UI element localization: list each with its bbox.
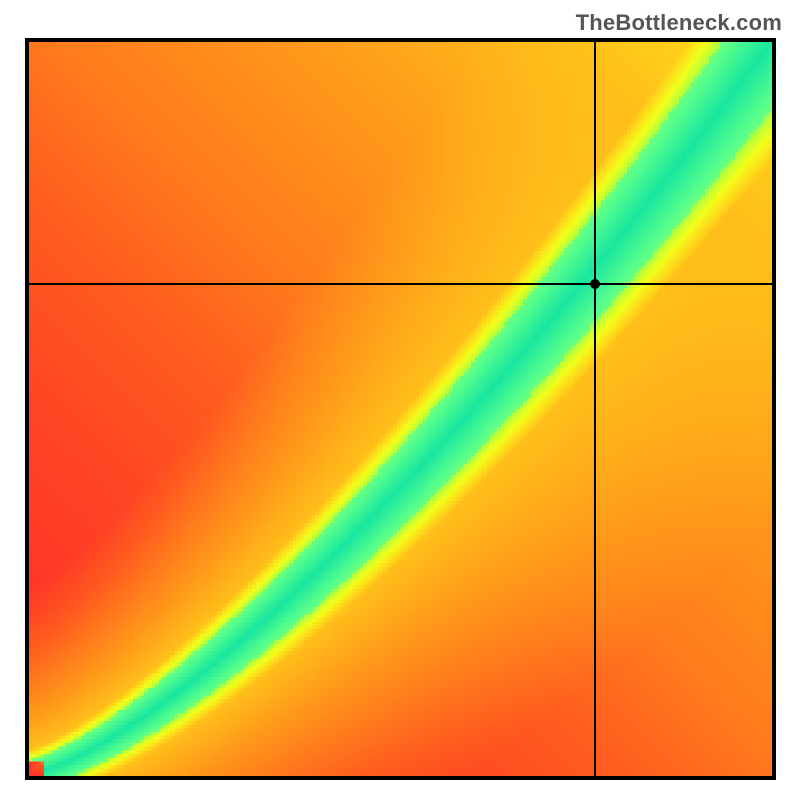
plot-frame: [25, 38, 776, 780]
crosshair-vertical: [594, 42, 596, 776]
watermark-text: TheBottleneck.com: [576, 10, 782, 36]
crosshair-horizontal: [29, 283, 772, 285]
bottleneck-heatmap: [29, 42, 772, 776]
